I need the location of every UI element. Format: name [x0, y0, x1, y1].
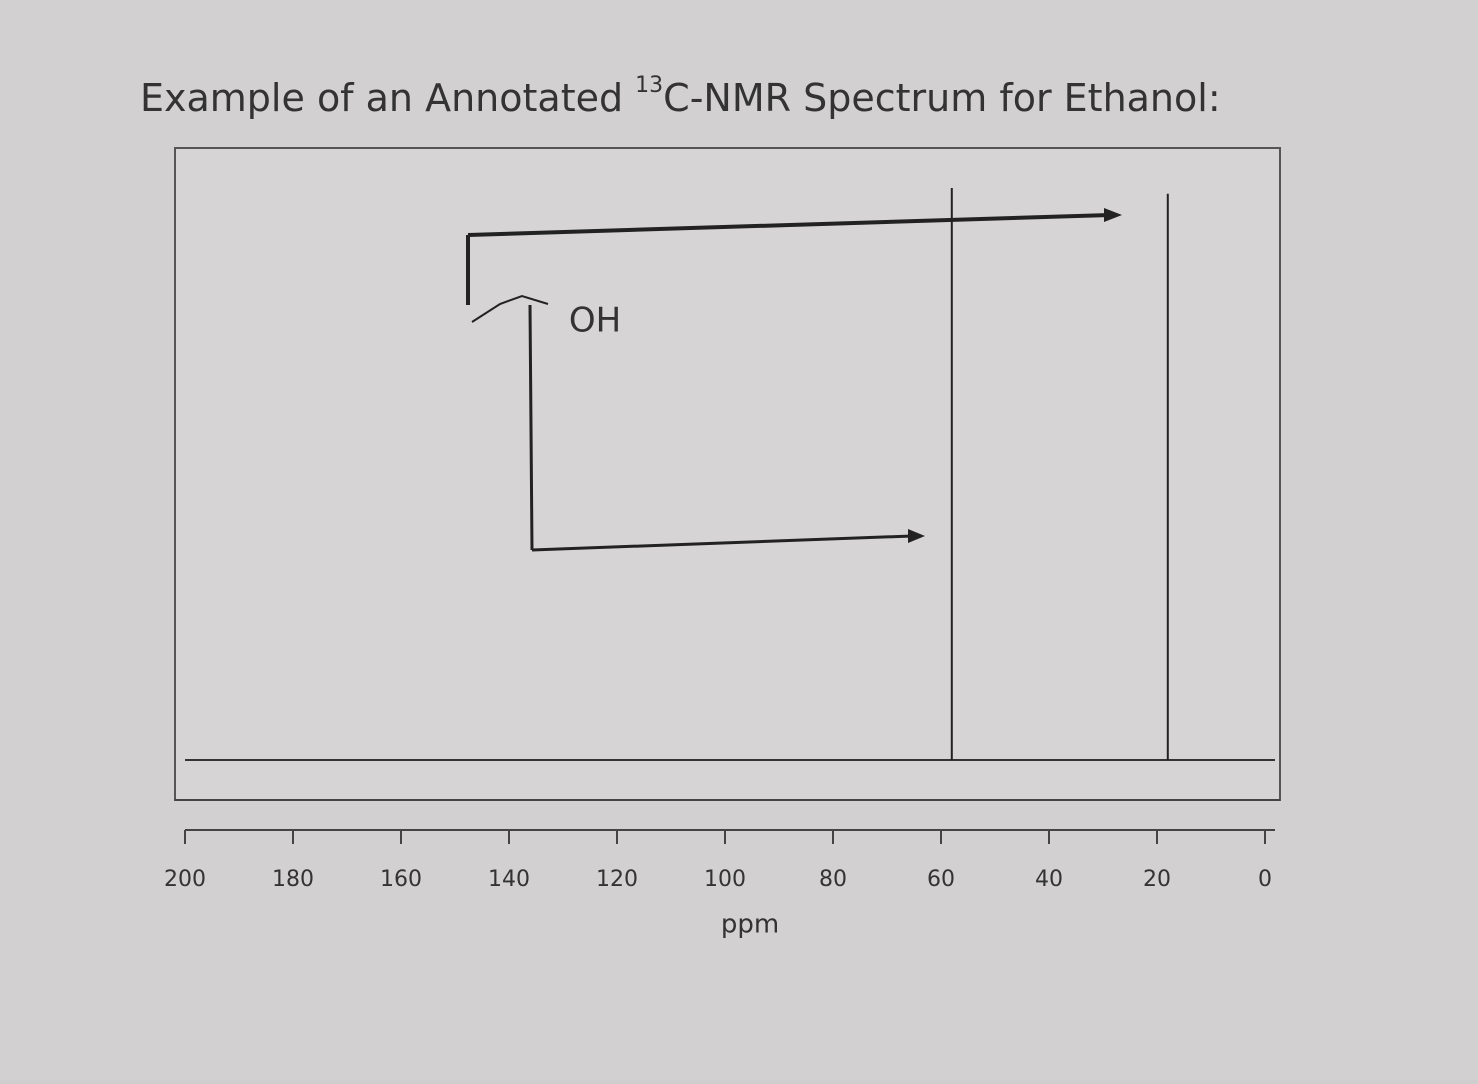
molecule [466, 208, 1122, 552]
x-tick-label: 180 [272, 867, 314, 892]
x-tick-label: 200 [164, 867, 206, 892]
heading-text: C-NMR Spectrum for Ethanol: [663, 76, 1220, 120]
arrow-line [528, 304, 534, 551]
heading-superscript: 13 [635, 73, 663, 98]
x-tick-label: 60 [927, 867, 955, 892]
x-tick-label: 20 [1143, 867, 1171, 892]
x-tick-label: 100 [704, 867, 746, 892]
arrow-line [467, 213, 1111, 237]
annotation: OH [569, 301, 621, 341]
heading-text: Example of an Annotated [140, 76, 635, 120]
x-tick-label: 120 [596, 867, 638, 892]
x-tick-label: 80 [819, 867, 847, 892]
x-tick-label: 40 [1035, 867, 1063, 892]
heading: Example of an Annotated 13C-NMR Spectrum… [140, 73, 1221, 120]
x-tick-label: 0 [1258, 867, 1272, 892]
x-tick-label: 160 [380, 867, 422, 892]
arrow-head [1104, 208, 1122, 222]
plot-frame [174, 147, 1281, 801]
bond [471, 294, 549, 323]
arrow-line [531, 534, 913, 552]
x-axis-label: ppm [721, 910, 779, 940]
x-tick-label: 140 [488, 867, 530, 892]
arrow-head [908, 529, 925, 543]
